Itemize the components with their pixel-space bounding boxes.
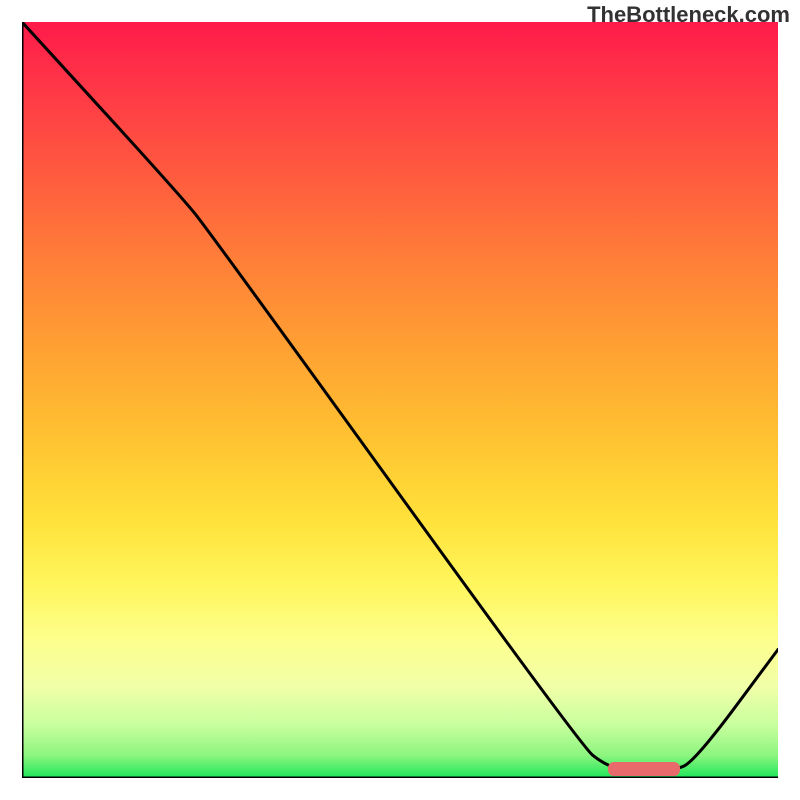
optimum-marker	[608, 762, 680, 776]
watermark-text: TheBottleneck.com	[587, 2, 790, 28]
gradient-background	[22, 22, 778, 778]
chart-container: TheBottleneck.com	[0, 0, 800, 800]
